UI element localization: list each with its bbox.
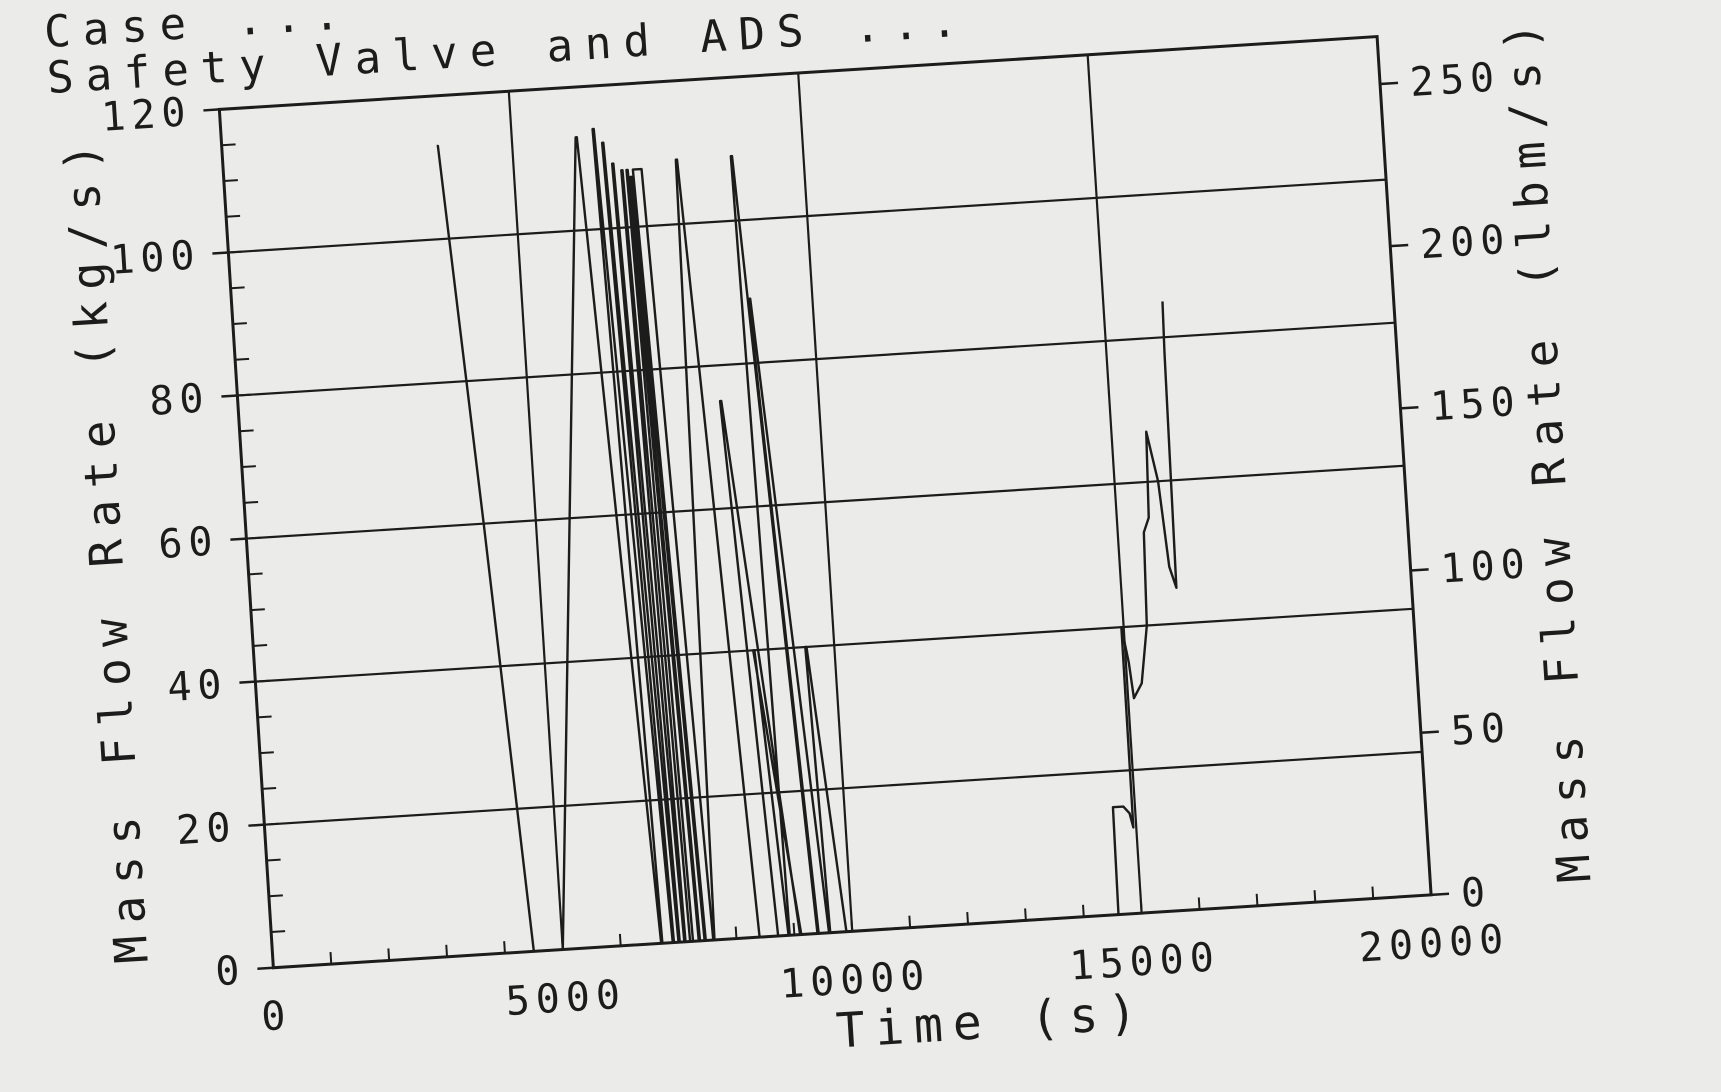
x-minor-tick bbox=[966, 911, 969, 925]
y-tick-mark bbox=[212, 251, 229, 255]
x-minor-tick bbox=[1255, 893, 1259, 906]
y-grid-line bbox=[246, 464, 1405, 540]
y2-tick-label: 150 bbox=[1429, 379, 1522, 431]
series-layer bbox=[436, 127, 1178, 953]
y2-tick-mark bbox=[1420, 730, 1439, 734]
x-minor-tick bbox=[503, 941, 506, 954]
y-minor-tick bbox=[264, 822, 279, 826]
y-minor-tick bbox=[257, 715, 272, 719]
y-minor-tick bbox=[248, 572, 263, 576]
y-minor-tick bbox=[268, 894, 283, 898]
y-minor-tick bbox=[253, 643, 268, 647]
y2-axis-label: Mass Flow Rate (lbm/s) bbox=[1493, 9, 1602, 884]
y-minor-tick bbox=[219, 107, 234, 111]
y-minor-tick bbox=[237, 393, 252, 397]
series-line bbox=[436, 127, 1178, 953]
y-minor-tick bbox=[262, 787, 277, 790]
x-minor-tick bbox=[387, 948, 391, 961]
x-minor-tick bbox=[850, 919, 854, 932]
x-minor-tick bbox=[792, 922, 796, 936]
y-grid-line bbox=[237, 321, 1396, 397]
x-tick-label: 5000 bbox=[504, 972, 627, 1025]
y-minor-tick bbox=[250, 608, 265, 612]
y-minor-tick bbox=[273, 965, 288, 969]
y-minor-tick bbox=[246, 536, 261, 540]
x-tick-label: 15000 bbox=[1068, 934, 1221, 989]
x-minor-tick bbox=[1024, 908, 1027, 921]
y-minor-tick bbox=[244, 500, 259, 504]
y2-tick-label: 250 bbox=[1409, 54, 1502, 106]
y-minor-tick bbox=[228, 250, 243, 254]
y-tick-mark bbox=[203, 108, 220, 112]
y-minor-tick bbox=[235, 357, 250, 361]
y-grid-line bbox=[228, 178, 1387, 254]
y2-tick-label: 50 bbox=[1449, 705, 1512, 755]
x-tick-label: 10000 bbox=[779, 953, 932, 1008]
y-grid-line bbox=[255, 607, 1414, 683]
y-minor-tick bbox=[271, 930, 286, 933]
x-minor-tick bbox=[271, 955, 275, 968]
y-grid-line bbox=[264, 750, 1423, 826]
x-minor-tick bbox=[1139, 901, 1143, 914]
tick-labels: 0 5000 10000 15000 2000002040608010012005010… bbox=[100, 54, 1532, 1041]
y-minor-tick bbox=[239, 429, 254, 433]
y-tick-label: 120 bbox=[100, 89, 193, 141]
x-tick-label: 0 bbox=[260, 993, 293, 1041]
x-minor-tick bbox=[1082, 904, 1085, 917]
x-tick-label: 20000 bbox=[1358, 916, 1511, 971]
x-minor-tick bbox=[1371, 886, 1375, 899]
y2-tick-mark bbox=[1410, 568, 1429, 572]
y-tick-mark bbox=[248, 823, 265, 827]
y-minor-tick bbox=[259, 751, 274, 755]
x-minor-tick bbox=[908, 915, 912, 928]
y-minor-tick bbox=[241, 465, 256, 469]
y-minor-tick bbox=[230, 286, 245, 290]
y-tick-mark bbox=[257, 966, 274, 970]
y2-tick-mark bbox=[1431, 892, 1450, 897]
y2-tick-mark bbox=[1400, 405, 1419, 410]
y-minor-tick bbox=[221, 143, 236, 147]
x-minor-tick bbox=[1313, 890, 1317, 903]
x-minor-tick bbox=[329, 952, 333, 965]
y-tick-mark bbox=[239, 680, 256, 684]
y-tick-mark bbox=[230, 537, 247, 541]
x-minor-tick bbox=[734, 926, 738, 939]
y-minor-tick bbox=[255, 679, 270, 683]
y-tick-label: 40 bbox=[166, 661, 229, 711]
plot-area: 0 5000 10000 15000 2000002040608010012005010… bbox=[43, 0, 1602, 1059]
y-tick-mark bbox=[221, 394, 238, 398]
y-tick-label: 0 bbox=[214, 948, 247, 996]
y-minor-tick bbox=[232, 322, 247, 326]
y2-tick-label: 200 bbox=[1419, 217, 1512, 269]
x-minor-tick bbox=[618, 933, 622, 946]
y2-tick-mark bbox=[1390, 243, 1409, 248]
y-tick-label: 80 bbox=[148, 375, 211, 425]
y-minor-tick bbox=[223, 179, 238, 182]
y-tick-label: 20 bbox=[175, 804, 238, 854]
y-minor-tick bbox=[226, 214, 241, 218]
y2-tick-label: 0 bbox=[1460, 869, 1493, 917]
y-minor-tick bbox=[266, 858, 281, 862]
y2-tick-label: 100 bbox=[1439, 541, 1532, 593]
y-tick-label: 100 bbox=[109, 232, 202, 284]
y2-tick-mark bbox=[1379, 81, 1399, 86]
x-minor-tick bbox=[1429, 882, 1433, 895]
y-tick-label: 60 bbox=[157, 518, 220, 568]
x-minor-tick bbox=[445, 944, 449, 957]
x-minor-tick bbox=[1197, 897, 1201, 910]
grid-lines bbox=[228, 54, 1423, 950]
